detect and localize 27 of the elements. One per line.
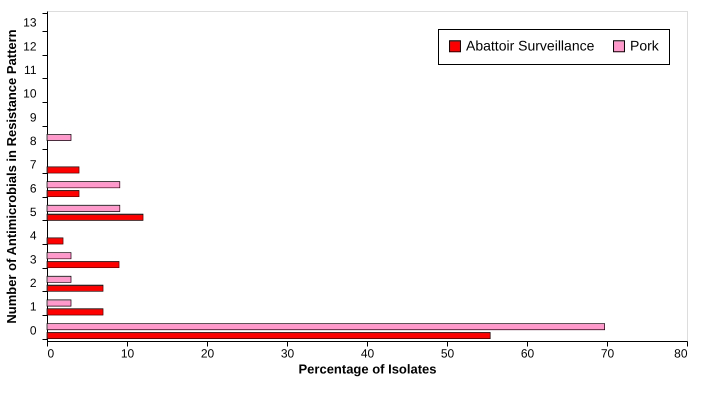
y-tick-label: 9	[30, 110, 37, 124]
x-tick-label: 10	[120, 346, 134, 360]
y-tick-label: 0	[30, 323, 37, 338]
y-tick-label: 4	[30, 228, 37, 243]
y-tick-label: 2	[30, 276, 37, 290]
x-tick-label: 40	[360, 346, 374, 360]
y-tick-label: 11	[24, 63, 37, 78]
x-tick-label: 30	[280, 346, 294, 360]
y-tick-label: 3	[30, 252, 37, 266]
y-tick-label: 8	[30, 134, 37, 148]
legend-label: Pork	[630, 37, 660, 54]
y-tick-label: 12	[23, 39, 37, 54]
x-tick-label: 60	[520, 346, 534, 360]
x-axis-title: Percentage of Isolates	[298, 362, 436, 376]
y-tick-label: 7	[30, 158, 37, 172]
x-tick-label: 80	[674, 346, 688, 360]
y-tick-label: 1	[30, 300, 37, 314]
legend-label: Abattoir Surveillance	[466, 37, 595, 54]
x-tick-label: 0	[48, 346, 54, 360]
x-tick-label: 70	[600, 346, 614, 360]
y-tick-label: 10	[23, 86, 37, 101]
y-tick-label: 6	[30, 181, 37, 196]
y-tick-label: 5	[30, 204, 37, 219]
x-tick-label: 50	[440, 346, 454, 360]
y-tick-label: 13	[23, 16, 37, 30]
x-tick-label: 20	[200, 346, 214, 360]
y-axis-title: Number of Antimicrobials in Resistance Pattern	[4, 29, 20, 324]
